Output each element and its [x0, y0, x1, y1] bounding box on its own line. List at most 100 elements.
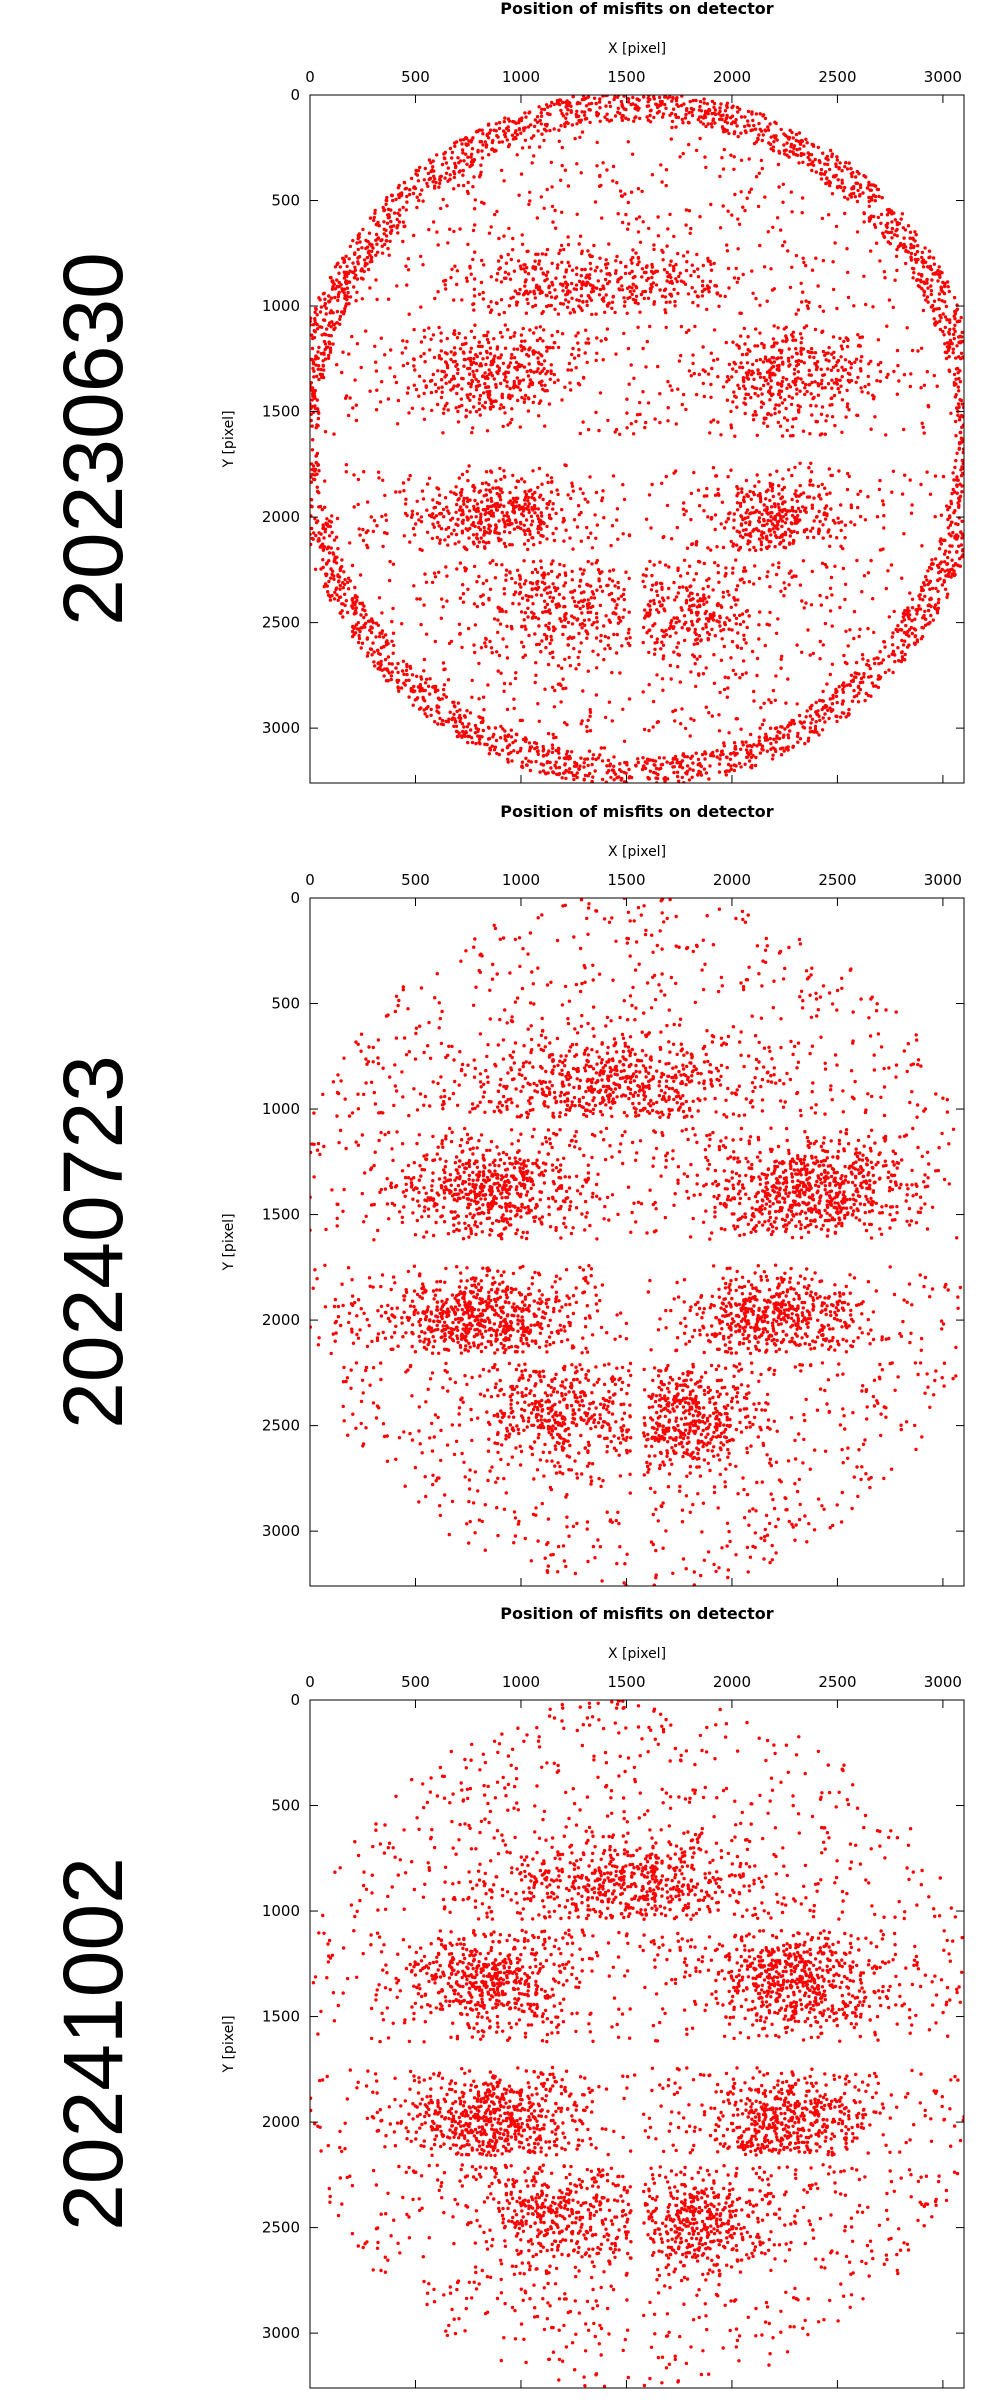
scatter-point	[780, 725, 784, 729]
scatter-point	[522, 480, 527, 484]
scatter-point	[527, 741, 532, 745]
scatter-point	[342, 270, 346, 274]
scatter-point	[541, 763, 546, 767]
scatter-point	[943, 300, 947, 304]
scatter-point	[523, 284, 527, 288]
scatter-point	[310, 333, 314, 337]
scatter-point	[801, 160, 805, 164]
scatter-point	[845, 405, 849, 409]
scatter-point	[497, 140, 502, 144]
scatter-point	[866, 659, 870, 663]
scatter-point	[884, 586, 888, 591]
scatter-point	[477, 661, 481, 666]
scatter-point	[487, 231, 492, 235]
scatter-point	[588, 261, 592, 266]
scatter-point	[395, 284, 399, 288]
scatter-point	[498, 466, 502, 471]
scatter-point	[428, 692, 432, 696]
scatter-point	[952, 336, 956, 341]
scatter-point	[819, 367, 823, 371]
scatter-point	[368, 628, 372, 632]
scatter-point	[797, 161, 801, 165]
scatter-point	[378, 652, 382, 656]
scatter-point	[311, 537, 315, 541]
scatter-point	[764, 734, 768, 739]
scatter-point	[921, 260, 926, 265]
scatter-point	[482, 201, 486, 206]
scatter-point	[936, 589, 940, 593]
scatter-point	[943, 350, 947, 354]
scatter-point	[613, 114, 618, 118]
scatter-point	[322, 291, 326, 295]
scatter-point	[340, 602, 344, 606]
scatter-point	[862, 174, 866, 178]
scatter-point	[843, 185, 847, 190]
scatter-point	[660, 481, 664, 485]
scatter-point	[612, 632, 616, 637]
scatter-point	[527, 145, 532, 149]
scatter-point	[736, 598, 740, 602]
scatter-point	[570, 622, 575, 626]
scatter-point	[786, 356, 791, 361]
scatter-point	[471, 540, 476, 544]
scatter-point	[791, 330, 796, 334]
scatter-point	[782, 749, 786, 753]
scatter-point	[456, 183, 461, 188]
scatter-point	[827, 213, 831, 217]
scatter-point	[494, 738, 499, 743]
scatter-point	[439, 357, 443, 361]
scatter-point	[780, 379, 785, 384]
scatter-point	[487, 368, 491, 372]
scatter-point	[844, 415, 848, 419]
scatter-point	[375, 223, 380, 227]
scatter-point	[907, 634, 911, 638]
scatter-point	[663, 779, 667, 783]
scatter-point	[608, 762, 613, 766]
scatter-point	[795, 734, 800, 739]
scatter-point	[354, 299, 358, 303]
scatter-point	[570, 750, 574, 754]
scatter-point	[438, 181, 442, 186]
scatter-point	[551, 346, 555, 350]
scatter-point	[828, 706, 832, 710]
scatter-point	[316, 350, 320, 354]
scatter-point	[457, 622, 462, 626]
scatter-point	[909, 511, 914, 515]
scatter-point	[396, 670, 400, 675]
scatter-point	[483, 406, 487, 410]
scatter-point	[540, 311, 544, 316]
scatter-point	[597, 293, 602, 297]
scatter-point	[681, 254, 686, 258]
scatter-point	[744, 740, 748, 744]
scatter-point	[437, 325, 441, 330]
scatter-point	[674, 125, 678, 129]
scatter-point	[926, 569, 930, 573]
scatter-point	[640, 267, 645, 271]
scatter-point	[474, 377, 478, 381]
scatter-point	[472, 602, 477, 606]
scatter-point	[791, 417, 795, 421]
scatter-point	[423, 572, 427, 576]
scatter-point	[501, 405, 506, 410]
scatter-point	[650, 275, 654, 280]
scatter-point	[386, 641, 390, 646]
scatter-point	[787, 394, 791, 398]
scatter-point	[383, 353, 387, 357]
scatter-point	[318, 504, 323, 509]
scatter-point	[314, 461, 318, 465]
scatter-point	[798, 332, 803, 336]
scatter-point	[867, 219, 872, 223]
scatter-point	[620, 102, 624, 107]
scatter-point	[313, 330, 317, 334]
scatter-point	[831, 335, 836, 339]
scatter-point	[684, 268, 689, 273]
scatter-point	[472, 175, 476, 179]
scatter-point	[491, 559, 495, 563]
scatter-point	[405, 664, 409, 669]
scatter-point	[441, 431, 445, 435]
scatter-point	[834, 377, 839, 381]
scatter-point	[370, 626, 374, 630]
scatter-point	[703, 115, 708, 119]
scatter-point	[435, 153, 439, 157]
scatter-point	[521, 378, 526, 382]
